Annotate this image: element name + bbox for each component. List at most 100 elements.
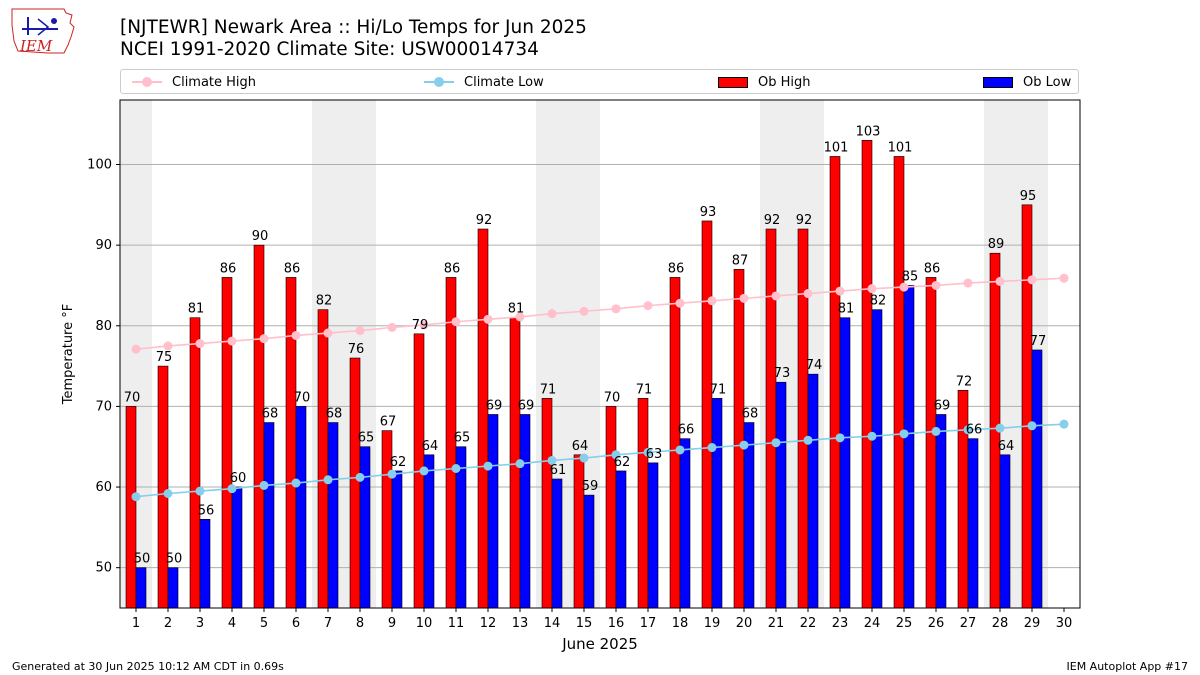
climate-low-line <box>135 423 1065 498</box>
y-tick-label-100: 100 <box>87 158 112 173</box>
legend-label-ob-low: Ob Low <box>1023 74 1072 90</box>
ob-low-bar-18 <box>679 438 691 609</box>
y-tick-label-50: 50 <box>95 561 112 576</box>
x-tick-label-2: 2 <box>164 616 172 631</box>
ob-high-bar-16 <box>605 406 617 609</box>
ob-high-bar-24 <box>861 140 873 609</box>
ob-high-label-4: 86 <box>220 261 237 276</box>
iem-logo: IEM <box>11 8 75 55</box>
climate-low-point-17 <box>643 447 653 457</box>
ob-high-bar-26 <box>925 277 937 609</box>
ob-high-label-8: 76 <box>348 342 365 357</box>
ob-low-bar-25 <box>903 285 915 609</box>
climate-high-point-7 <box>323 328 333 338</box>
climate-low-point-28 <box>995 423 1005 433</box>
x-tick-label-30: 30 <box>1056 616 1073 631</box>
x-tick-label-22: 22 <box>800 616 817 631</box>
ob-low-bar-4 <box>231 486 243 609</box>
climate-low-point-15 <box>579 453 589 463</box>
ob-low-label-15: 59 <box>582 479 599 494</box>
ob-high-label-16: 70 <box>604 390 621 405</box>
x-tick-label-23: 23 <box>832 616 849 631</box>
x-tick-label-16: 16 <box>608 616 625 631</box>
ob-high-bar-22 <box>797 228 809 609</box>
climate-low-point-9 <box>387 469 397 479</box>
climate-low-point-19 <box>707 443 717 453</box>
ob-high-label-21: 92 <box>764 213 781 228</box>
climate-high-point-5 <box>259 334 269 344</box>
ob-high-label-2: 75 <box>156 350 173 365</box>
ob-low-label-5: 68 <box>262 407 279 422</box>
ob-low-bar-13 <box>519 414 531 609</box>
ob-high-bar-4 <box>221 277 233 609</box>
ob-high-label-18: 86 <box>668 261 685 276</box>
x-tick-label-26: 26 <box>928 616 945 631</box>
x-tick-label-19: 19 <box>704 616 721 631</box>
ob-high-bar-14 <box>541 398 553 609</box>
ob-low-label-3: 56 <box>198 503 215 518</box>
x-tick-label-24: 24 <box>864 616 881 631</box>
ob-low-label-24: 82 <box>870 294 887 309</box>
ob-low-bar-14 <box>551 478 563 609</box>
climate-low-point-29 <box>1027 421 1037 431</box>
ob-low-bar-17 <box>647 462 659 609</box>
ob-low-bar-29 <box>1031 349 1043 609</box>
x-tick-label-5: 5 <box>260 616 268 631</box>
climate-high-point-21 <box>771 291 781 301</box>
ob-high-label-10: 79 <box>412 318 429 333</box>
legend-item-climate-high: Climate High <box>132 73 256 91</box>
climate-high-point-13 <box>515 312 525 322</box>
x-tick-label-9: 9 <box>388 616 396 631</box>
ob-low-label-7: 68 <box>326 407 343 422</box>
climate-high-point-1 <box>131 344 141 354</box>
climate-low-point-21 <box>771 438 781 448</box>
x-tick-label-29: 29 <box>1024 616 1041 631</box>
climate-low-point-20 <box>739 440 749 450</box>
x-tick-label-1: 1 <box>132 616 140 631</box>
climate-low-point-24 <box>867 431 877 441</box>
ob-high-label-1: 70 <box>124 390 141 405</box>
x-tick-label-3: 3 <box>196 616 204 631</box>
x-tick-label-11: 11 <box>448 616 465 631</box>
ob-low-label-16: 62 <box>614 455 631 470</box>
ob-low-bar-10 <box>423 454 435 609</box>
ob-high-bar-1 <box>125 406 137 609</box>
ob-low-bar-22 <box>807 373 819 609</box>
ob-low-label-10: 64 <box>422 439 439 454</box>
climate-high-point-25 <box>899 282 909 292</box>
ob-low-label-21: 73 <box>774 366 791 381</box>
footer-app: IEM Autoplot App #17 <box>1066 660 1189 673</box>
x-tick-label-18: 18 <box>672 616 689 631</box>
ob-high-label-7: 82 <box>316 294 333 309</box>
x-tick-label-21: 21 <box>768 616 785 631</box>
ob-high-label-17: 71 <box>636 382 653 397</box>
climate-high-point-11 <box>451 317 461 327</box>
climate-low-point-11 <box>451 464 461 474</box>
ob-low-bar-16 <box>615 470 627 609</box>
climate-low-point-1 <box>131 492 141 502</box>
climate-high-point-20 <box>739 293 749 303</box>
ob-high-bar-3 <box>189 317 201 609</box>
x-tick-label-15: 15 <box>576 616 593 631</box>
ob-high-bar-15 <box>573 454 585 609</box>
climate-low-point-22 <box>803 435 813 445</box>
x-tick-label-13: 13 <box>512 616 529 631</box>
ob-high-label-24: 103 <box>856 124 881 139</box>
y-tick-label-70: 70 <box>95 399 112 414</box>
ob-high-label-12: 92 <box>476 213 493 228</box>
climate-low-point-25 <box>899 429 909 439</box>
ob-high-label-3: 81 <box>188 302 205 317</box>
ob-low-label-29: 77 <box>1030 334 1047 349</box>
plot-frame <box>119 99 1081 609</box>
ob-high-label-23: 101 <box>824 140 849 155</box>
ob-low-swatch <box>983 73 1013 91</box>
legend-label-climate-high: Climate High <box>172 74 257 90</box>
climate-low-point-10 <box>419 466 429 476</box>
ob-low-label-2: 50 <box>166 552 183 567</box>
ob-high-label-13: 81 <box>508 302 525 317</box>
ob-low-label-27: 66 <box>966 423 983 438</box>
climate-low-point-4 <box>227 484 237 494</box>
ob-low-bar-21 <box>775 381 787 609</box>
climate-high-point-3 <box>195 339 205 349</box>
climate-high-point-17 <box>643 301 653 311</box>
